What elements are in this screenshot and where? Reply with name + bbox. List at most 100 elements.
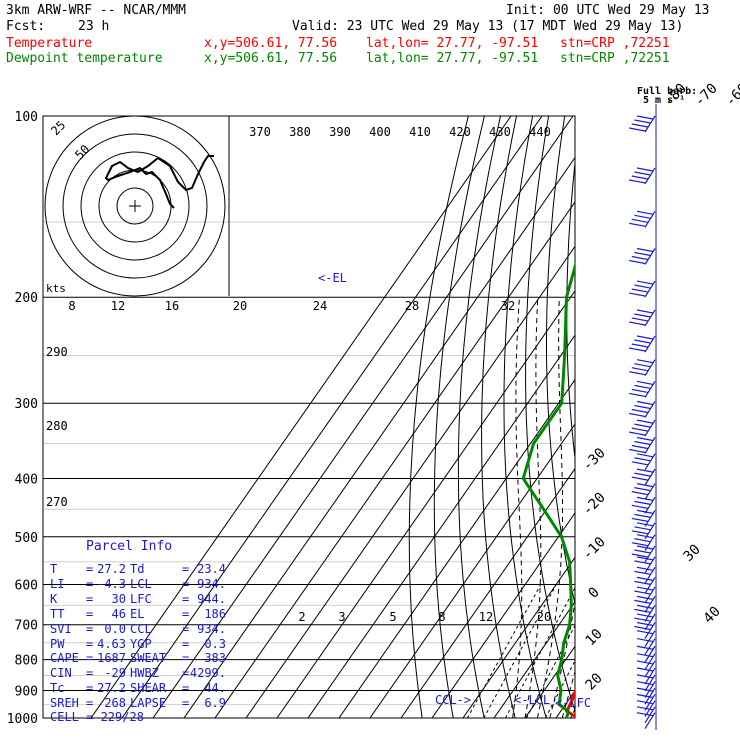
isotherm-line xyxy=(640,88,740,730)
wind-barb-key-units: 5 m s⁻¹ xyxy=(643,95,685,106)
dry-adiabat-line xyxy=(481,116,517,718)
wind-barb-staff xyxy=(644,309,656,327)
hodograph-ring xyxy=(80,151,190,261)
wind-barb-staff xyxy=(644,638,656,655)
wind-barb-flag xyxy=(631,517,648,522)
valid-time: Valid: 23 UTC Wed 29 May 13 (17 MDT Wed … xyxy=(292,19,684,34)
wind-barb-flag xyxy=(634,472,651,477)
moist-adiabat-line xyxy=(524,297,542,718)
parcel-value: 4.63 xyxy=(97,636,126,651)
parcel-key: SWEAT xyxy=(130,651,167,666)
wind-barb-staff xyxy=(644,211,656,228)
hodograph-trace xyxy=(104,155,214,209)
isotherm-tick-label: -10 xyxy=(580,534,609,563)
theta-tick-label: 380 xyxy=(289,125,311,139)
pressure-tick-label: 300 xyxy=(15,397,38,412)
level-annotation: CCL-> xyxy=(435,693,471,707)
wind-barb-flag xyxy=(631,476,648,481)
hodograph-ring xyxy=(116,187,154,225)
wind-barb-staff xyxy=(644,167,656,185)
wind-barb-staff xyxy=(644,359,656,377)
mixing-ratio-line xyxy=(545,659,575,718)
dry-adiabat-line xyxy=(408,116,469,718)
isotherm-tick-label: 20 xyxy=(583,670,606,693)
isotherm-tick-label: 0 xyxy=(586,584,603,601)
wind-barb-flag xyxy=(634,617,651,622)
isotherm-line xyxy=(276,289,575,718)
moist-adiabat-line xyxy=(599,297,729,718)
wind-barb-flag xyxy=(634,251,651,257)
wind-barb-flag xyxy=(636,645,654,650)
parcel-key: SHEAR xyxy=(130,681,167,696)
parcel-equals: = xyxy=(182,576,190,591)
dry-adiabat-line xyxy=(525,116,575,713)
parcel-cell-motion: CELL = 229/28 xyxy=(50,710,144,724)
wind-barb-flag xyxy=(636,660,654,665)
isotherm-line xyxy=(121,116,543,718)
wind-barb-flag xyxy=(629,392,646,398)
wind-barb-flag xyxy=(634,625,651,631)
wind-barb-flag xyxy=(636,436,654,442)
wind-barb-flag xyxy=(636,545,654,550)
wind-barb-staff xyxy=(644,567,656,584)
hodograph-speed-label: 32 xyxy=(501,299,515,313)
theta-tick-label: 420 xyxy=(449,125,471,139)
forecast-hours: 23 h xyxy=(78,19,110,34)
wind-barb-flag xyxy=(636,419,654,424)
theta-tick-label: 390 xyxy=(329,125,351,139)
wind-barb-staff xyxy=(644,556,656,574)
wind-barb-flag xyxy=(634,384,651,390)
hodograph-speed-label: 12 xyxy=(111,299,125,313)
wind-barb-flag xyxy=(634,440,651,446)
wind-barb-flag xyxy=(631,388,648,394)
parcel-key: Tc xyxy=(50,681,65,696)
wind-barb-staff xyxy=(644,596,656,613)
theta-tick-label: 400 xyxy=(369,125,391,139)
wind-barb-flag xyxy=(636,706,654,711)
wind-barb-staff xyxy=(644,630,656,647)
wind-barb-flag xyxy=(636,595,654,600)
parcel-equals: = xyxy=(182,666,190,681)
wind-barb-flag xyxy=(636,309,654,314)
dry-adiabat-line xyxy=(676,116,740,731)
dry-adiabat-line xyxy=(457,116,501,718)
moist-adiabat-line xyxy=(512,297,523,718)
level-annotation: <-EL xyxy=(318,271,347,285)
wind-barb-flag xyxy=(636,247,654,253)
legend-dewpoint-xy: x,y=506.61, 77.56 xyxy=(204,51,338,66)
wind-barb-flag xyxy=(634,214,651,219)
wind-barb-flag xyxy=(631,317,648,322)
moist-adiabat-line xyxy=(561,669,575,718)
moist-adiabat-line xyxy=(536,297,563,718)
isotherm-line xyxy=(183,156,575,718)
wind-barb-flag xyxy=(634,171,651,176)
wind-barb-flag xyxy=(636,667,654,672)
pressure-tick-label: 900 xyxy=(15,684,38,699)
level-annotations: <-EL CCL-> <-LCL <-LFC xyxy=(318,271,591,710)
wind-barb-staff xyxy=(644,437,656,454)
wind-barb-staff xyxy=(644,687,656,705)
wind-barb-flag xyxy=(634,590,651,595)
parcel-value: 934. xyxy=(197,621,226,636)
wind-barb-flag xyxy=(634,284,651,289)
wind-barb-staff xyxy=(644,694,656,711)
wind-barb-flag xyxy=(629,127,646,132)
legend-temperature-name: Temperature xyxy=(6,36,93,51)
wind-barb-staff xyxy=(644,280,656,298)
parcel-equals: = xyxy=(86,606,94,621)
sounding-profiles xyxy=(521,261,575,718)
wind-barb-flag xyxy=(631,504,648,509)
dry-adiabat-line xyxy=(503,116,547,718)
wind-barb-staff xyxy=(644,681,656,698)
wind-barb-flag xyxy=(636,687,654,692)
wind-barb-flag xyxy=(636,613,654,618)
legend-temperature-xy: x,y=506.61, 77.56 xyxy=(204,36,338,51)
isotherm-line xyxy=(524,645,575,718)
wind-barb-flag xyxy=(636,483,654,488)
dry-adiabat-line xyxy=(693,116,740,731)
wind-barb-flag xyxy=(636,712,654,717)
isotherm-line xyxy=(400,467,575,718)
isotherm-tick-label: 40 xyxy=(701,604,724,627)
